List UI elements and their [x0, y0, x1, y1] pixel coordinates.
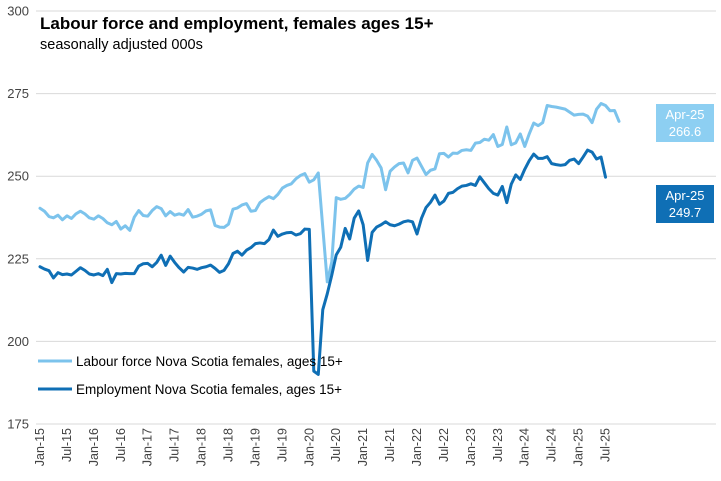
y-tick-label: 200	[7, 334, 29, 349]
y-tick-label: 225	[7, 251, 29, 266]
x-tick-label: Jan-23	[464, 428, 478, 466]
x-tick-label: Jan-24	[518, 428, 532, 466]
callout-period: Apr-25	[665, 107, 704, 122]
x-tick-label: Jan-22	[410, 428, 424, 466]
x-tick-label: Jan-16	[87, 428, 101, 466]
chart-title: Labour force and employment, females age…	[40, 14, 434, 33]
x-tick-label: Jul-20	[329, 428, 343, 462]
callout-box	[656, 104, 714, 142]
x-tick-label: Jan-17	[141, 428, 155, 466]
x-tick-label: Jul-19	[275, 428, 289, 462]
series-line-employment	[38, 148, 608, 376]
x-tick-label: Jul-22	[437, 428, 451, 462]
x-tick-label: Jan-21	[356, 428, 370, 466]
x-tick-label: Jan-18	[195, 428, 209, 466]
series-line-labour-force	[38, 102, 621, 284]
y-axis-ticks: 175 200 225 250 275 300	[7, 4, 29, 432]
x-tick-label: Jan-20	[302, 428, 316, 466]
y-tick-label: 275	[7, 86, 29, 101]
legend-label: Labour force Nova Scotia females, ages 1…	[76, 354, 343, 369]
chart-subtitle: seasonally adjusted 000s	[40, 37, 203, 53]
y-tick-label: 300	[7, 4, 29, 19]
x-tick-label: Jul-17	[168, 428, 182, 462]
x-tick-label: Jul-25	[599, 428, 613, 462]
x-tick-label: Jul-18	[222, 428, 236, 462]
y-tick-label: 250	[7, 169, 29, 184]
x-tick-label: Jul-15	[60, 428, 74, 462]
x-tick-label: Jan-15	[33, 428, 47, 466]
x-tick-label: Jul-21	[383, 428, 397, 462]
legend: Labour force Nova Scotia females, ages 1…	[38, 354, 343, 397]
x-tick-label: Jan-25	[572, 428, 586, 466]
callout-value: 266.6	[669, 124, 702, 139]
y-tick-label: 175	[7, 417, 29, 432]
callout-box	[656, 185, 714, 223]
x-tick-label: Jul-16	[114, 428, 128, 462]
gridlines	[36, 10, 716, 425]
x-axis-ticks: Jan-15 Jul-15 Jan-16 Jul-16 Jan-17 Jul-17 Jan-…	[33, 428, 613, 466]
callout-period: Apr-25	[665, 188, 704, 203]
x-tick-label: Jul-23	[491, 428, 505, 462]
end-value-callouts: Apr-25 266.6 Apr-25 249.7	[656, 104, 714, 223]
legend-label: Employment Nova Scotia females, ages 15+	[76, 382, 342, 397]
series-lines	[38, 102, 621, 376]
x-tick-label: Jul-24	[545, 428, 559, 462]
callout-value: 249.7	[669, 205, 702, 220]
x-tick-label: Jan-19	[248, 428, 262, 466]
